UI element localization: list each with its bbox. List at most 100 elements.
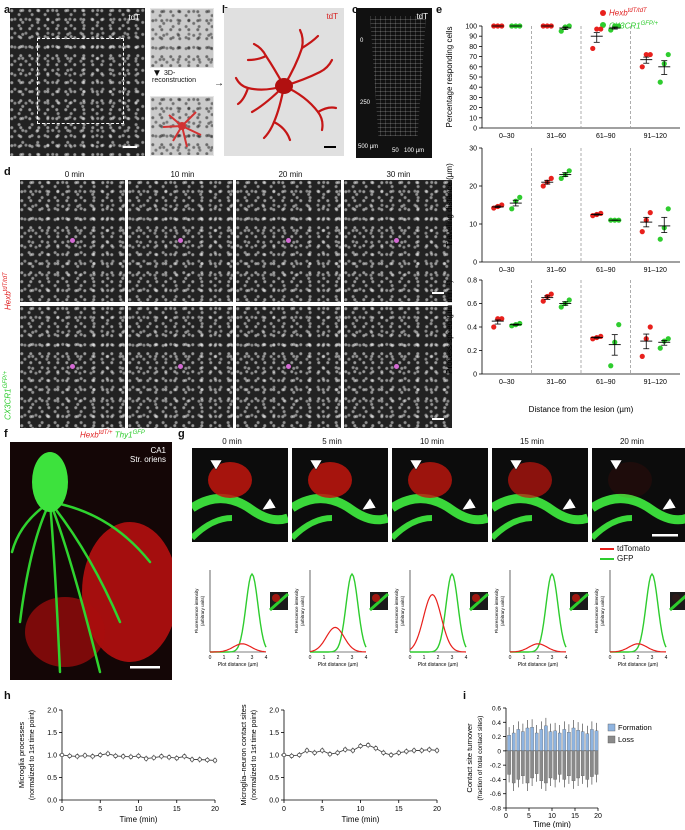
panel-d-row2-gene: CX3CR1 — [3, 388, 13, 420]
data-point — [281, 752, 287, 758]
panel-a-inset-bottom — [150, 96, 214, 156]
x-tick-label: 2 — [337, 655, 340, 661]
panel-c-x-100: 100 µm — [404, 148, 425, 154]
panel-f-title-red: Hexb — [80, 430, 99, 440]
x-tick-label: 5 — [320, 806, 324, 813]
data-point — [548, 291, 554, 297]
tdtomato-profile-line — [610, 643, 666, 653]
y-tick-label: 0.2 — [492, 734, 501, 741]
y-tick-label: 10 — [469, 115, 477, 122]
x-tick-label: 31–60 — [547, 379, 567, 386]
bar-formation — [548, 731, 553, 752]
y-tick-label: 2.0 — [47, 708, 57, 715]
y-tick-label: 30 — [469, 95, 477, 102]
x-tick-label: 1 — [623, 655, 626, 661]
inset-process — [672, 594, 680, 602]
y-tick-label: 90 — [469, 34, 477, 41]
arrowhead-icon — [661, 497, 677, 511]
panel-f-region-2: Str. oriens — [129, 455, 166, 464]
microglia-process-shape — [508, 462, 552, 498]
profile-inset-thumbnail — [469, 592, 489, 612]
panel-d-img-r1-c1 — [128, 180, 233, 302]
x-axis-label: Plot distance (µm) — [618, 662, 659, 668]
bar-loss — [585, 750, 590, 780]
x-tick-label: 2 — [237, 655, 240, 661]
data-point — [665, 206, 671, 212]
arrowhead-icon — [609, 459, 623, 471]
bar-loss — [567, 750, 571, 777]
data-point — [381, 750, 386, 755]
bar-formation — [557, 732, 562, 752]
bar-formation — [534, 732, 539, 752]
x-tick-label: 4 — [565, 655, 568, 661]
y-tick-label: 0.8 — [467, 278, 477, 285]
bar-formation — [590, 729, 594, 752]
y-axis-label: Microglia processes — [17, 722, 26, 789]
inset-dendrite — [669, 594, 685, 612]
panel-d-row1-label: HexbtdT/tdT — [1, 230, 15, 330]
dendrite-shape — [192, 494, 288, 525]
dendrite-shape — [592, 494, 685, 525]
data-point — [143, 756, 149, 761]
x-tick-label: 4 — [665, 655, 668, 661]
panel-g-image-overlay — [592, 459, 685, 541]
bar-loss — [594, 750, 599, 775]
data-point — [491, 324, 497, 330]
data-point — [304, 748, 310, 753]
profile-inset-thumbnail — [669, 592, 685, 612]
panel-f-neuron-microglia-overlay — [10, 452, 172, 674]
x-tick-label: 2 — [537, 655, 540, 661]
y-axis-label: Percentage responding cells — [445, 27, 454, 128]
panel-d-img-r1-c2 — [236, 180, 341, 302]
panel-d-time-2: 20 min — [278, 170, 303, 179]
panel-label-f: f — [4, 428, 8, 440]
y-tick-label: 100 — [465, 24, 477, 31]
panel-d-row1-sup: tdT/tdT — [3, 272, 9, 292]
data-point — [558, 304, 564, 310]
microglia-process-shape — [408, 462, 452, 498]
data-point — [98, 752, 103, 758]
panel-e-chart-0: 0 10 20 30 40 50 60 70 80 90 100 Percentage respond… — [445, 23, 680, 140]
y-tick-label: 1.5 — [47, 730, 57, 737]
bar-formation — [507, 734, 511, 752]
data-point — [297, 752, 302, 758]
data-point — [566, 297, 572, 303]
panel-h-right-chart: 0.0 0.5 1.0 1.5 2.0 0 5 10 15 20 Time (min) Microgl… — [239, 704, 441, 824]
panel-d-row2-sup: GFP/+ — [3, 370, 9, 389]
gfp-profile-line — [610, 572, 667, 653]
arrowhead-icon — [209, 459, 223, 471]
legend-label: Loss — [618, 735, 634, 744]
x-tick-label: 4 — [465, 655, 468, 661]
panel-g-intensity-profiles: 0 1 2 3 4 Plot distance (µm) Fluorescence inte… — [194, 570, 685, 668]
panel-label-a: a — [4, 4, 11, 16]
x-tick-label: 3 — [551, 655, 554, 661]
x-tick-label: 10 — [548, 813, 556, 820]
y-axis-label: Process speed (µm min⁻¹) — [445, 280, 454, 374]
data-point — [540, 298, 546, 304]
panel-e-legend-sup-1: GFP/+ — [640, 20, 659, 27]
dendrite-shape — [192, 515, 233, 541]
inset-dendrite — [269, 592, 289, 612]
x-tick-label: 31–60 — [547, 133, 567, 140]
x-tick-label: 2 — [637, 655, 640, 661]
y-axis-label: Contact site turnover — [465, 723, 474, 793]
panel-label-c: c — [352, 4, 358, 16]
y-tick-label: 60 — [469, 64, 477, 71]
y-tick-label: 80 — [469, 44, 477, 51]
y-axis-label-2: (arbitrary units) — [400, 595, 405, 626]
x-tick-label: 1 — [423, 655, 426, 661]
x-tick-label: 61–90 — [596, 267, 616, 274]
data-point — [128, 754, 134, 759]
data-point — [205, 757, 210, 763]
x-tick-label: 0–30 — [499, 133, 515, 140]
panel-d-row1-gene: Hexb — [3, 291, 13, 310]
x-tick-label: 5 — [98, 806, 102, 813]
data-point — [67, 753, 72, 759]
bar-loss — [530, 750, 534, 779]
y-axis-label-2: (arbitrary units) — [300, 595, 305, 626]
y-tick-label: 1.0 — [47, 753, 57, 760]
x-tick-label: 0 — [209, 655, 212, 661]
x-axis-label: Time (min) — [342, 815, 380, 824]
dendrite-shape — [292, 494, 388, 525]
y-axis-label-2: (normalized to 1st time point) — [29, 710, 36, 800]
